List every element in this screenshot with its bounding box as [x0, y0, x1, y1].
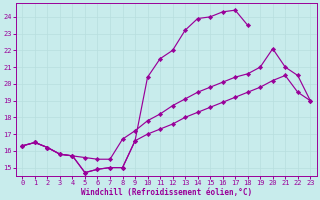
X-axis label: Windchill (Refroidissement éolien,°C): Windchill (Refroidissement éolien,°C) — [81, 188, 252, 197]
